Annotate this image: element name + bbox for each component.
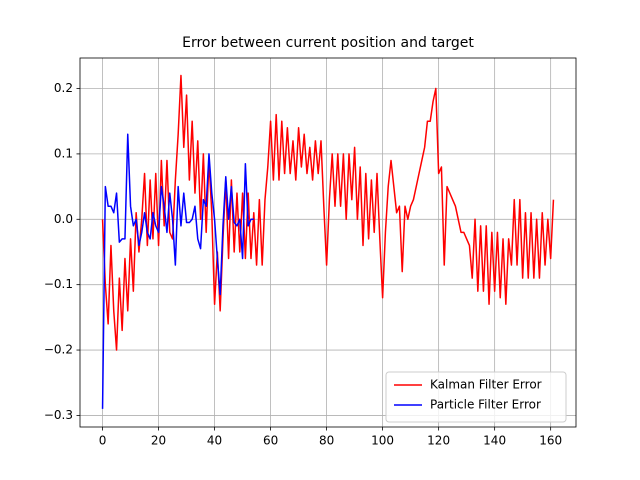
legend-box (385, 371, 567, 423)
y-tick-label: −0.1 (44, 277, 73, 291)
x-tick-label: 120 (427, 434, 450, 448)
legend: Kalman Filter Error Particle Filter Error (385, 371, 567, 423)
y-tick-label: −0.2 (44, 343, 73, 357)
y-tick-label: 0.0 (54, 212, 73, 226)
data-line (101, 133, 254, 409)
legend-label: Particle Filter Error (430, 398, 541, 412)
x-tick-label: 140 (483, 434, 506, 448)
plot-frame (79, 57, 577, 428)
x-tick-label: 100 (371, 434, 394, 448)
legend-label: Kalman Filter Error (430, 378, 542, 392)
y-tick-label: 0.2 (54, 81, 73, 95)
y-tick-label: −0.3 (44, 408, 73, 422)
x-tick-label: 20 (151, 434, 166, 448)
x-tick-label: 0 (99, 434, 107, 448)
y-tick-label: 0.1 (54, 146, 73, 160)
chart-title: Error between current position and targe… (182, 35, 474, 51)
data-line (101, 74, 555, 351)
x-tick-label: 60 (263, 434, 278, 448)
x-tick-label: 80 (319, 434, 334, 448)
x-tick-label: 160 (539, 434, 562, 448)
x-tick-label: 40 (207, 434, 222, 448)
